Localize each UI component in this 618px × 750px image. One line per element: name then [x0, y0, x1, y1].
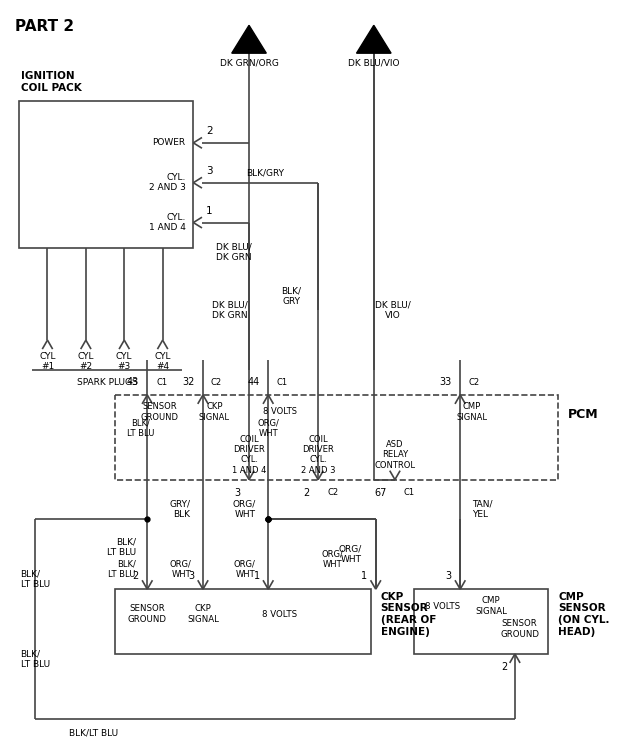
Text: CMP
SENSOR
(ON CYL.
HEAD): CMP SENSOR (ON CYL. HEAD)	[558, 592, 609, 637]
Text: CYL
#2: CYL #2	[78, 352, 94, 371]
Text: ASD
RELAY
CONTROL: ASD RELAY CONTROL	[375, 440, 415, 470]
Text: CKP
SIGNAL: CKP SIGNAL	[199, 402, 230, 422]
Text: C1: C1	[157, 378, 168, 387]
Text: TAN/
YEL: TAN/ YEL	[472, 500, 492, 519]
Text: 32: 32	[182, 377, 194, 387]
Text: BLK/
GRY: BLK/ GRY	[281, 286, 301, 306]
Text: 3: 3	[446, 572, 452, 581]
Text: BLK/
LT BLU: BLK/ LT BLU	[20, 569, 49, 589]
Bar	[115, 395, 558, 479]
Text: ORG/
WHT: ORG/ WHT	[232, 500, 256, 519]
Text: C1: C1	[277, 378, 288, 387]
Text: 44: 44	[247, 377, 260, 387]
Text: COIL
DRIVER
CYL.
1 AND 4: COIL DRIVER CYL. 1 AND 4	[232, 434, 266, 475]
Text: CYL
#3: CYL #3	[116, 352, 132, 371]
Text: 2: 2	[206, 126, 213, 136]
Text: 43: 43	[127, 377, 138, 387]
Text: 1: 1	[253, 572, 260, 581]
Text: ORG/
WHT: ORG/ WHT	[169, 560, 192, 579]
Text: C2: C2	[469, 378, 480, 387]
Text: DK BLU/
VIO: DK BLU/ VIO	[375, 301, 411, 320]
Text: CYL.
1 AND 4: CYL. 1 AND 4	[149, 213, 185, 232]
Bar	[414, 590, 549, 654]
Text: 2: 2	[132, 572, 138, 581]
Text: BLK/
LT BLU: BLK/ LT BLU	[107, 538, 136, 557]
Text: B: B	[369, 34, 379, 47]
Text: SENSOR
GROUND: SENSOR GROUND	[128, 604, 167, 624]
Text: C2: C2	[328, 488, 339, 496]
Text: 33: 33	[439, 377, 452, 387]
Text: DK BLU/
DK GRN: DK BLU/ DK GRN	[212, 301, 248, 320]
Polygon shape	[357, 26, 391, 53]
Text: IGNITION
COIL PACK: IGNITION COIL PACK	[20, 71, 82, 93]
Text: C2: C2	[211, 378, 222, 387]
Text: DK GRN/ORG: DK GRN/ORG	[219, 58, 279, 68]
Text: ORG/
WHT: ORG/ WHT	[321, 550, 344, 569]
Text: CKP
SIGNAL: CKP SIGNAL	[187, 604, 219, 624]
Text: PCM: PCM	[568, 408, 598, 422]
Text: 3: 3	[206, 166, 213, 176]
Text: CYL
#4: CYL #4	[154, 352, 171, 371]
Text: 8 VOLTS: 8 VOLTS	[262, 610, 297, 619]
Text: DK BLU/
DK GRN: DK BLU/ DK GRN	[216, 243, 252, 262]
Text: BLK/
LT BLU: BLK/ LT BLU	[108, 560, 136, 579]
Text: BLK/
LT BLU: BLK/ LT BLU	[127, 418, 154, 437]
Text: 1: 1	[206, 206, 213, 215]
Text: DK BLU/VIO: DK BLU/VIO	[348, 58, 400, 68]
Text: ORG/
WHT: ORG/ WHT	[338, 544, 362, 564]
Text: BLK/GRY: BLK/GRY	[246, 169, 284, 178]
Text: BLK/
LT BLU: BLK/ LT BLU	[20, 650, 49, 669]
Text: CYL
#1: CYL #1	[39, 352, 56, 371]
Text: CMP
SIGNAL: CMP SIGNAL	[456, 402, 487, 422]
Text: 3: 3	[188, 572, 194, 581]
Text: ORG/
WHT: ORG/ WHT	[257, 418, 279, 437]
Bar	[19, 101, 193, 248]
Text: SPARK PLUGS: SPARK PLUGS	[77, 378, 137, 387]
Text: CMP
SIGNAL: CMP SIGNAL	[475, 596, 507, 616]
Text: 2: 2	[303, 488, 310, 497]
Text: GRY/
BLK: GRY/ BLK	[169, 500, 190, 519]
Text: C1: C1	[404, 488, 415, 496]
Text: 2: 2	[501, 662, 507, 672]
Text: 67: 67	[374, 488, 386, 497]
Text: CKP
SENSOR
(REAR OF
ENGINE): CKP SENSOR (REAR OF ENGINE)	[381, 592, 436, 637]
Text: 8 VOLTS: 8 VOLTS	[425, 602, 460, 610]
Text: PART 2: PART 2	[15, 20, 74, 34]
Text: ORG/
WHT: ORG/ WHT	[234, 560, 256, 579]
Text: COIL
DRIVER
CYL.
2 AND 3: COIL DRIVER CYL. 2 AND 3	[301, 434, 336, 475]
Text: A: A	[244, 34, 254, 47]
Text: POWER: POWER	[153, 138, 185, 147]
Text: 1: 1	[361, 572, 367, 581]
Text: CYL.
2 AND 3: CYL. 2 AND 3	[149, 173, 185, 193]
Text: SENSOR
GROUND: SENSOR GROUND	[141, 402, 179, 422]
Polygon shape	[232, 26, 266, 53]
Text: 3: 3	[234, 488, 240, 497]
Text: BLK/LT BLU: BLK/LT BLU	[69, 729, 117, 738]
Text: SENSOR
GROUND: SENSOR GROUND	[500, 620, 539, 639]
Text: 8 VOLTS: 8 VOLTS	[263, 407, 297, 416]
Bar	[115, 590, 371, 654]
